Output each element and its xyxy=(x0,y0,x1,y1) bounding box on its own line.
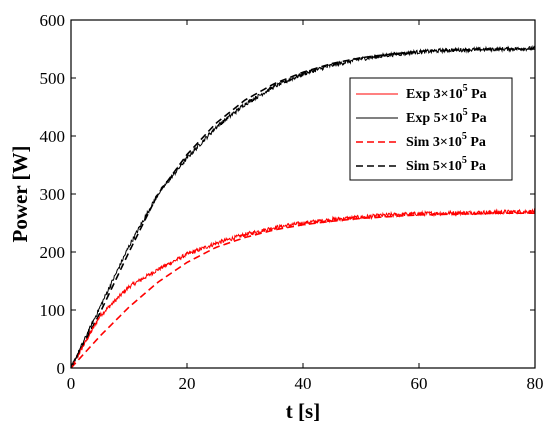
x-tick-label: 60 xyxy=(411,374,428,393)
y-tick-label: 0 xyxy=(57,359,66,378)
x-tick-label: 40 xyxy=(295,374,312,393)
legend-label: Exp 3×105 Pa xyxy=(406,83,487,102)
legend-label: Sim 3×105 Pa xyxy=(406,131,486,150)
y-tick-label: 500 xyxy=(40,69,66,88)
legend-label: Exp 5×105 Pa xyxy=(406,107,487,126)
series-line-exp-5-10-5-pa xyxy=(70,44,536,369)
y-axis-title: Power [W] xyxy=(8,146,32,243)
legend-label: Sim 5×105 Pa xyxy=(406,155,486,174)
series-layer xyxy=(70,44,536,369)
y-tick-label: 200 xyxy=(40,243,66,262)
series-line-exp-3-10-5-pa xyxy=(70,207,536,369)
x-tick-label: 80 xyxy=(527,374,544,393)
x-tick-label: 0 xyxy=(67,374,76,393)
x-tick-label: 20 xyxy=(179,374,196,393)
plot-frame xyxy=(70,19,536,369)
legend-box xyxy=(349,77,513,181)
ticks-layer: 0 20 40 60 80 0 100 200 300 400 500 600 xyxy=(40,11,544,393)
y-tick-label: 100 xyxy=(40,301,66,320)
y-tick-label: 600 xyxy=(40,11,66,30)
y-tick-label: 400 xyxy=(40,127,66,146)
legend: Exp 3×105 Pa Exp 5×105 Pa Sim 3×105 Pa Sim … xyxy=(349,77,513,181)
y-tick-label: 300 xyxy=(40,185,66,204)
x-axis-title: t [s] xyxy=(286,399,320,423)
